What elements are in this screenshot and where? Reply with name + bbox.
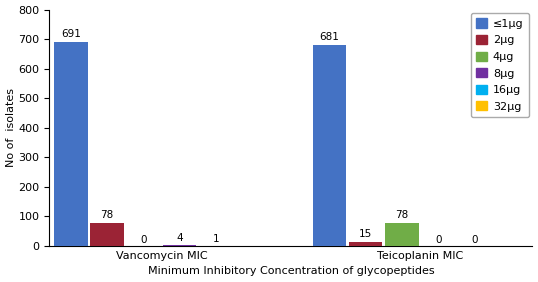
X-axis label: Minimum Inhibitory Concentration of glycopeptides: Minimum Inhibitory Concentration of glyc… — [147, 266, 434, 276]
Y-axis label: No of  isolates: No of isolates — [5, 88, 16, 167]
Text: 1: 1 — [213, 234, 219, 244]
Bar — [313, 45, 346, 246]
Text: 15: 15 — [359, 229, 372, 239]
Text: 0: 0 — [435, 235, 442, 244]
Bar — [90, 223, 124, 246]
Text: 78: 78 — [395, 210, 409, 220]
Text: 0: 0 — [140, 235, 146, 244]
Bar — [385, 223, 419, 246]
Text: 4: 4 — [176, 233, 183, 243]
Bar — [349, 242, 383, 246]
Text: 681: 681 — [320, 32, 339, 42]
Text: 0: 0 — [471, 235, 478, 244]
Bar — [163, 245, 196, 246]
Text: 691: 691 — [61, 29, 81, 39]
Bar — [54, 42, 88, 246]
Text: 78: 78 — [101, 210, 114, 220]
Legend: ≤1μg, 2μg, 4μg, 8μg, 16μg, 32μg: ≤1μg, 2μg, 4μg, 8μg, 16μg, 32μg — [471, 13, 529, 117]
